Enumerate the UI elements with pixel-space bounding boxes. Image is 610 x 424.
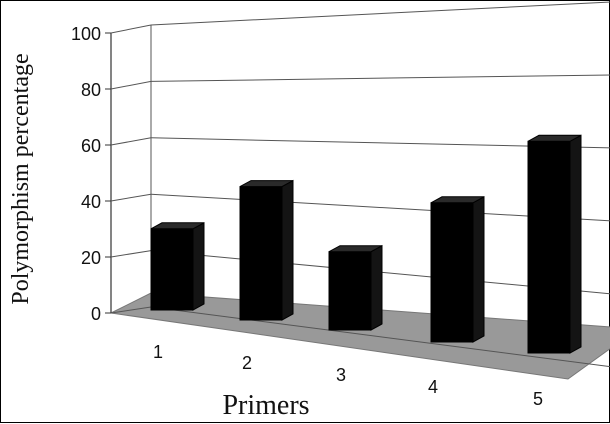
x-tick-label: 4: [428, 377, 438, 397]
bar-2: [239, 179, 294, 321]
bar-top: [239, 180, 294, 188]
gridline-side: [110, 193, 152, 202]
y-tick-label: 60: [81, 136, 101, 156]
x-axis-label: Primers: [222, 390, 309, 421]
bar-4: [430, 195, 485, 343]
y-tick-label: 0: [91, 304, 101, 324]
bar-front: [527, 140, 571, 354]
y-tick-label: 100: [71, 24, 101, 44]
bar-front: [430, 202, 474, 343]
bar-top: [150, 222, 205, 230]
bar-side: [569, 134, 582, 354]
floor: [109, 292, 610, 380]
bar-front: [150, 228, 194, 311]
bar-1: [150, 221, 205, 311]
y-tick-label: 20: [81, 248, 101, 268]
y-tick-label: 80: [81, 80, 101, 100]
bar-3: [328, 244, 383, 331]
bar-top: [430, 196, 485, 204]
gridline-side: [110, 24, 152, 34]
bar-side: [192, 221, 205, 311]
bars: [150, 134, 582, 354]
gridline-back: [150, 1, 610, 26]
gridline-back: [150, 74, 610, 82]
gridline-side: [110, 80, 152, 90]
bar-side: [472, 195, 485, 343]
gridline-back: [150, 306, 610, 368]
bar-top: [328, 245, 383, 253]
bar-5: [527, 134, 582, 354]
bar-top: [527, 134, 582, 142]
y-axis-label: Polymorphism percentage: [8, 53, 34, 304]
x-tick-label: 5: [533, 389, 543, 409]
x-tick-label: 1: [153, 342, 163, 362]
gridline-side: [110, 306, 152, 314]
gridline-side: [110, 250, 152, 258]
bar-side: [281, 179, 294, 321]
x-tick-labels: 1 2 3 4 5: [153, 342, 543, 409]
bar-side: [370, 244, 383, 331]
bar-front: [328, 251, 372, 331]
bar-front: [239, 186, 283, 321]
gridline-side: [110, 137, 152, 146]
x-tick-label: 2: [242, 353, 252, 373]
y-tick-label: 40: [81, 192, 101, 212]
x-tick-label: 3: [336, 365, 346, 385]
y-tick-labels: 0 20 40 60 80 100: [71, 24, 101, 324]
